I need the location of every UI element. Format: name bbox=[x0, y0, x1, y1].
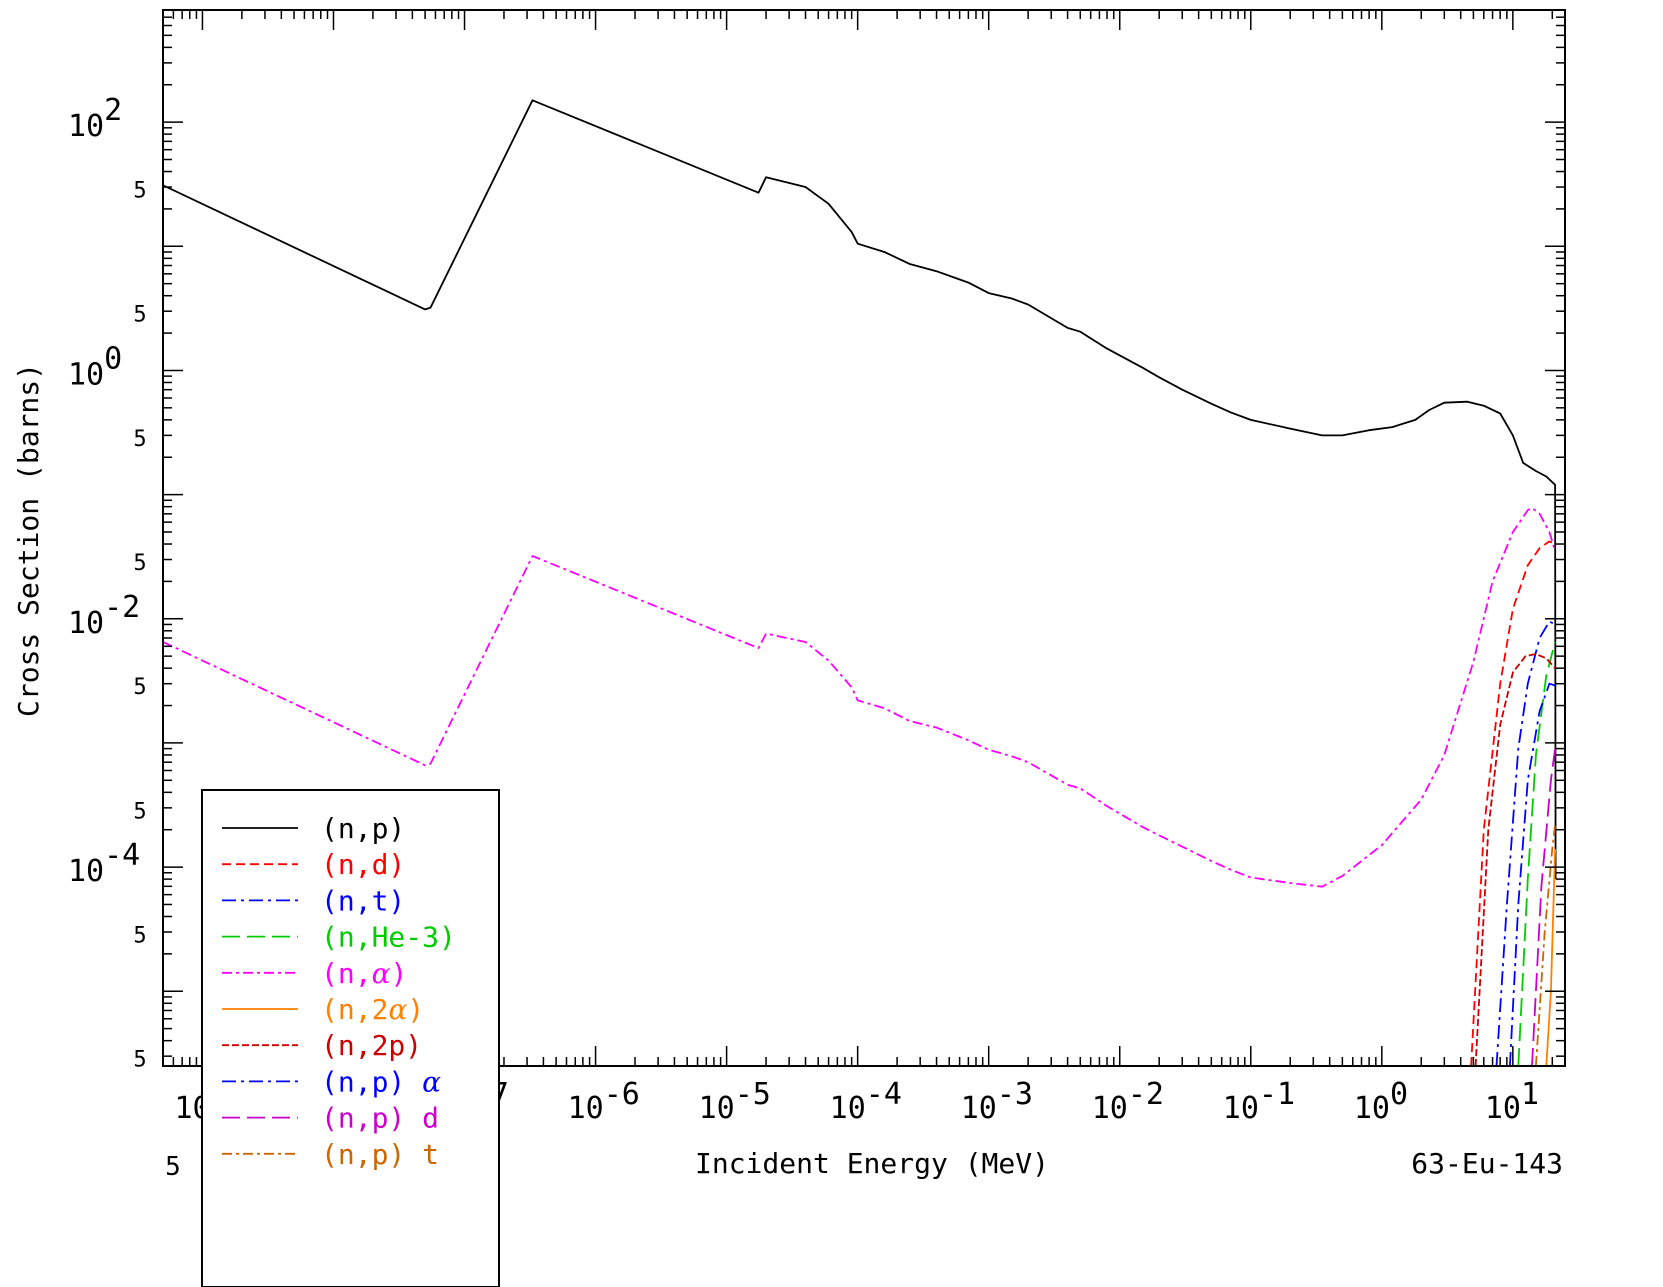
legend-label-text: (n,d) bbox=[321, 848, 405, 881]
y-tick-label: 10-2 bbox=[68, 590, 140, 641]
y-minor-tick-label: 5 bbox=[133, 551, 146, 576]
legend: (n,p)(n,d)(n,t)(n,He-3)(n,α)(n,2α)(n,2p)… bbox=[201, 789, 500, 1287]
y-tick-label-base: 10 bbox=[68, 357, 104, 392]
legend-label-text: (n,2p) bbox=[321, 1029, 422, 1062]
legend-label-0: (n,p) bbox=[321, 812, 405, 845]
x-tick-label-base: 10 bbox=[961, 1091, 997, 1126]
y-minor-tick-label: 5 bbox=[133, 1048, 146, 1073]
legend-label-4: (n,α) bbox=[321, 957, 407, 990]
series-line-2 bbox=[1495, 620, 1556, 1066]
x-tick-label-base: 10 bbox=[1354, 1091, 1390, 1126]
legend-label-text: (n,p) d bbox=[321, 1102, 439, 1135]
series-line-1 bbox=[1470, 540, 1556, 1066]
x-tick-label-exp: -4 bbox=[866, 1077, 902, 1112]
x-tick-label-base: 10 bbox=[1223, 1091, 1259, 1126]
x-tick-label-exp: -6 bbox=[604, 1077, 640, 1112]
y-tick-label: 10-4 bbox=[68, 838, 140, 889]
y-tick-label: 102 bbox=[68, 93, 122, 144]
legend-label-3: (n,He-3) bbox=[321, 921, 456, 954]
legend-label-1: (n,d) bbox=[321, 848, 405, 881]
y-minor-tick-label: 5 bbox=[133, 923, 146, 948]
y-minor-tick-label: 5 bbox=[133, 799, 146, 824]
plot-frame bbox=[162, 9, 1566, 1067]
legend-label-9: (n,p) t bbox=[321, 1138, 439, 1171]
series-line-6 bbox=[1474, 653, 1556, 1066]
x-tick-label: 10-2 bbox=[1092, 1077, 1164, 1126]
x-minor-tick-label: 5 bbox=[165, 1152, 181, 1182]
y-tick-label-exp: -2 bbox=[104, 590, 140, 625]
series-line-3 bbox=[1517, 641, 1556, 1066]
legend-label-6: (n,2p) bbox=[321, 1029, 422, 1062]
x-tick-label-exp: -2 bbox=[1128, 1077, 1164, 1112]
x-tick-label-base: 10 bbox=[1092, 1091, 1128, 1126]
y-tick-label-exp: 0 bbox=[104, 341, 122, 376]
curves-layer bbox=[163, 99, 1557, 1066]
x-tick-label: 101 bbox=[1485, 1077, 1539, 1126]
series-line-0 bbox=[163, 99, 1557, 880]
series-line-8 bbox=[1531, 748, 1556, 1066]
isotope-annotation: 63-Eu-143 bbox=[1411, 1147, 1563, 1180]
legend-label-7: (n,p) α bbox=[321, 1065, 441, 1098]
x-tick-label-base: 10 bbox=[830, 1091, 866, 1126]
x-tick-label-base: 10 bbox=[1485, 1091, 1521, 1126]
series-line-4 bbox=[163, 507, 1556, 888]
y-tick-label-base: 10 bbox=[68, 109, 104, 144]
legend-label-greek: α bbox=[388, 993, 407, 1026]
x-tick-label: 10-6 bbox=[568, 1077, 640, 1126]
y-minor-tick-label: 5 bbox=[133, 427, 146, 452]
x-tick-label-exp: -1 bbox=[1259, 1077, 1295, 1112]
series-line-7 bbox=[1509, 682, 1556, 1066]
y-tick-label: 100 bbox=[68, 341, 122, 392]
y-axis-label: Cross Section (barns) bbox=[12, 363, 45, 717]
y-minor-tick-label: 5 bbox=[133, 303, 146, 328]
y-minor-tick-label: 5 bbox=[133, 179, 146, 204]
series-line-9 bbox=[1535, 824, 1556, 1066]
legend-label-text: (n,p) t bbox=[321, 1138, 439, 1171]
ticks-layer bbox=[162, 9, 1565, 1066]
y-tick-label-base: 10 bbox=[68, 606, 104, 641]
x-tick-label: 10-5 bbox=[699, 1077, 771, 1126]
legend-label-text: (n,2 bbox=[321, 993, 388, 1026]
legend-box bbox=[201, 789, 500, 1287]
legend-label-close: ) bbox=[407, 993, 424, 1026]
x-tick-label-exp: -5 bbox=[735, 1077, 771, 1112]
legend-label-2: (n,t) bbox=[321, 884, 405, 917]
x-tick-label-base: 10 bbox=[699, 1091, 735, 1126]
x-tick-label-base: 10 bbox=[568, 1091, 604, 1126]
x-tick-label: 10-1 bbox=[1223, 1077, 1295, 1126]
legend-label-greek: α bbox=[422, 1065, 441, 1098]
x-tick-label: 10-3 bbox=[961, 1077, 1033, 1126]
series-line-5 bbox=[1545, 848, 1556, 1066]
x-tick-label: 10-4 bbox=[830, 1077, 902, 1126]
legend-label-greek: α bbox=[372, 957, 391, 990]
legend-label-text: (n, bbox=[321, 957, 372, 990]
legend-label-5: (n,2α) bbox=[321, 993, 424, 1026]
x-tick-label: 100 bbox=[1354, 1077, 1408, 1126]
x-tick-label-exp: 0 bbox=[1390, 1077, 1408, 1112]
legend-label-text: (n,He-3) bbox=[321, 921, 456, 954]
legend-label-text: (n,t) bbox=[321, 884, 405, 917]
legend-label-8: (n,p) d bbox=[321, 1102, 439, 1135]
x-tick-label-exp: 1 bbox=[1521, 1077, 1539, 1112]
x-axis-label: Incident Energy (MeV) bbox=[695, 1147, 1049, 1180]
legend-label-text: (n,p) bbox=[321, 1065, 422, 1098]
y-minor-tick-label: 5 bbox=[133, 675, 146, 700]
legend-label-text: (n,p) bbox=[321, 812, 405, 845]
y-tick-label-exp: -4 bbox=[104, 838, 140, 873]
y-tick-label-base: 10 bbox=[68, 854, 104, 889]
legend-label-close: ) bbox=[391, 957, 408, 990]
y-tick-label-exp: 2 bbox=[104, 93, 122, 128]
x-tick-label-exp: -3 bbox=[997, 1077, 1033, 1112]
